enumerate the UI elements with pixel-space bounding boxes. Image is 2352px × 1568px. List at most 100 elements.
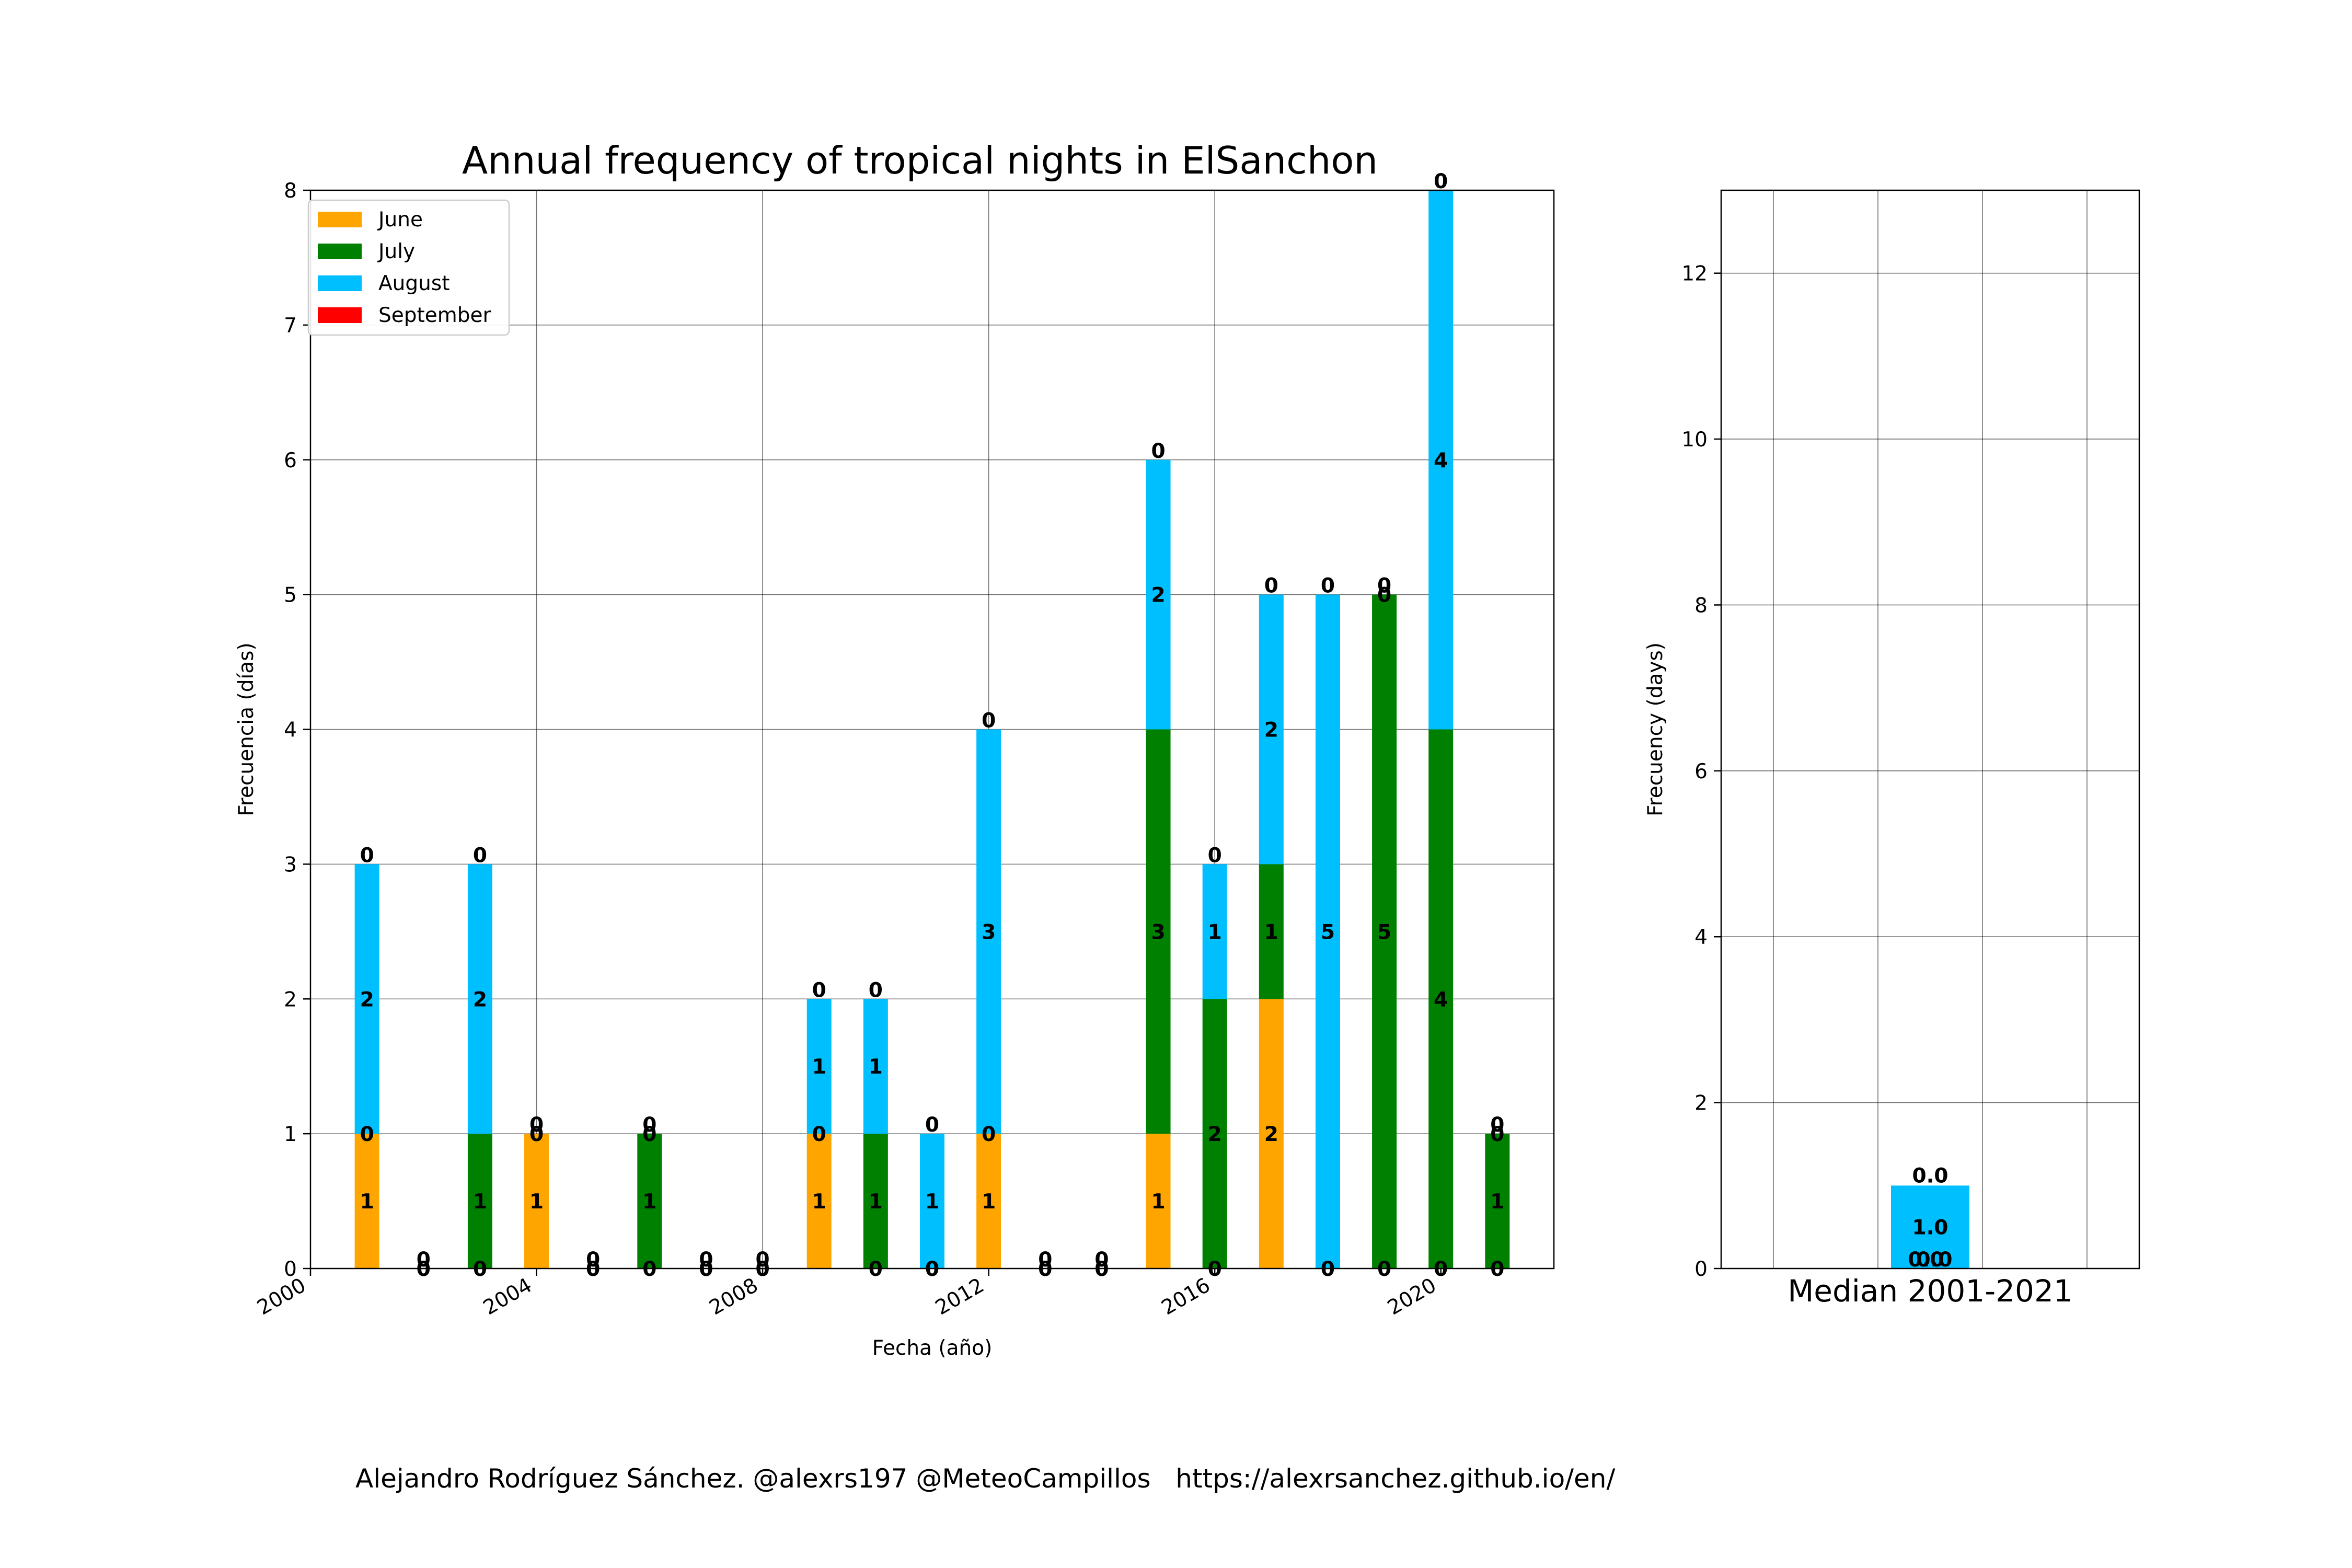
bar-august-2020 [1428,190,1454,730]
bar-value-label: 0 [1321,1258,1335,1281]
y-tick-label: 1 [284,1123,297,1146]
bar-value-label: 1 [869,1190,883,1214]
bar-value-label: 4 [1434,449,1448,472]
bar-value-label: 0 [1208,1258,1222,1281]
y-tick-label: 4 [284,719,297,742]
bar-august-2012 [976,729,1001,1134]
bar-value-label: 0 [1038,1258,1052,1281]
bar-value-label: 0 [1094,1248,1109,1272]
bar-value-label: 0 [642,1123,656,1146]
bar-value-label: 0 [1377,584,1391,607]
bar-value-label: 1 [1208,920,1222,944]
bar-value-label: 0 [1038,1258,1052,1281]
bar-august-2018 [1315,594,1340,1269]
bar-value-label: 1 [1490,1190,1504,1214]
median-y-tick-label: 8 [1694,594,1708,617]
bar-value-label: 0 [925,1258,939,1281]
bar-value-label: 0 [869,1258,883,1281]
y-tick-label: 6 [284,449,297,472]
legend-swatch-august [318,275,362,291]
bar-value-label: 1 [925,1190,939,1214]
credits-text: Alejandro Rodríguez Sánchez. @alexrs197 … [355,1463,1615,1494]
bar-value-label: 0 [473,1258,487,1281]
bar-value-label: 0 [1321,574,1335,598]
bar-july-2006 [637,1134,662,1269]
bar-value-label: 1 [473,1190,487,1214]
bar-value-label: 0 [1094,1258,1109,1281]
bar-value-label: 0 [360,1123,374,1146]
median-bar-chart: 0 2 4 6 8 10 12 Frecuency (days) Median 2001-202… [1644,189,2140,1309]
median-y-tick-label: 10 [1681,428,1708,452]
bar-value-label: 0 [812,1123,826,1146]
bar-value-label: 1 [982,1190,996,1214]
bar-value-label: 4 [1434,988,1448,1011]
legend-box [307,199,510,336]
y-tick-label: 0 [284,1258,297,1281]
bar-value-label: 0 [756,1258,770,1281]
bar-value-label: 0 [417,1248,431,1272]
y-axis-label: Frecuencia (días) [235,642,258,816]
bar-value-label: 0 [529,1113,544,1137]
bar-june-2009 [806,1134,832,1269]
median-plot-frame [1720,189,2140,1270]
bar-august-2017 [1259,594,1284,864]
bar-value-label: 1 [642,1190,656,1214]
y-tick-label: 8 [284,179,297,203]
median-y-tick-label: 12 [1681,262,1708,286]
bar-august-2011 [920,1134,944,1269]
median-y-tick-label: 0 [1694,1258,1708,1281]
bar-value-label: 0 [1434,1258,1448,1281]
bar-value-label: 0 [699,1258,713,1281]
y-tick-label: 5 [284,584,297,607]
bar-value-label: 0 [417,1258,431,1281]
median-y-tick-label: 6 [1694,760,1708,783]
y-tick-label: 7 [284,314,297,338]
median-category-label: Median 2001-2021 [1788,1273,2073,1309]
bar-value-label: 0 [529,1123,544,1146]
bar-value-label: 0 [869,978,883,1002]
chart-title: Annual frequency of tropical nights in E… [462,139,1378,182]
bar-value-label: 0 [1434,170,1448,193]
bar-value-label: 0 [1208,844,1222,867]
bar-value-label: 0 [1490,1258,1504,1281]
bar-value-label: 0 [417,1258,431,1281]
bar-value-label: 5 [1377,920,1391,944]
bar-value-label: 1 [1264,920,1278,944]
bar-value-label: 0 [1038,1258,1052,1281]
legend-swatch-september [318,307,362,323]
bar-value-label: 0 [473,844,487,867]
y-tick-label: 2 [284,988,297,1011]
legend-swatch-july [318,244,362,259]
bar-august-2016 [1202,864,1227,999]
bar-june-2012 [976,1134,1001,1269]
bar-value-label: 0 [1490,1123,1504,1146]
median-y-tick-label: 4 [1694,926,1708,949]
bar-july-2019 [1372,594,1397,1269]
bar-july-2016 [1202,999,1227,1269]
bar-august-2015 [1146,459,1171,730]
bar-value-label: 0 [812,978,826,1002]
bar-value-label: 1 [360,1190,374,1214]
bar-value-label: 0 [1038,1248,1052,1272]
bar-value-label: 0 [529,1123,544,1146]
bar-value-label: 1 [869,1055,883,1079]
legend-label-july: July [377,240,415,263]
bar-value-label: 0 [1490,1113,1504,1137]
bar-value-label: 0 [586,1248,600,1272]
bar-value-label: 0 [642,1258,656,1281]
bar-value-label: 0 [1151,440,1165,463]
bar-value-label: 2 [1208,1123,1222,1146]
median-y-tick-label: 2 [1694,1092,1708,1115]
bar-value-label: 1 [812,1190,826,1214]
bar-value-label: 0 [360,844,374,867]
bar-value-label: 2 [1264,1123,1278,1146]
bar-value-label: 2 [1264,719,1278,742]
legend-label-september: September [378,304,492,327]
bar-value-label: 3 [982,920,996,944]
bar-value-label: 0 [586,1258,600,1281]
bar-value-label: 0 [925,1258,939,1281]
bar-august-2001 [354,864,379,1134]
bar-value-label: 0 [756,1248,770,1272]
